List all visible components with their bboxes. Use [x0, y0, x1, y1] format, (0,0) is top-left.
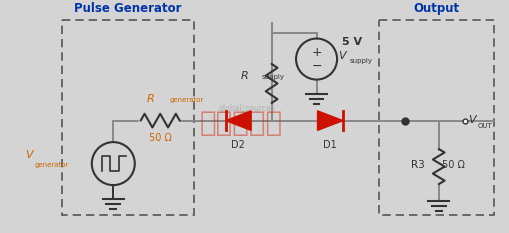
Text: R3: R3 [411, 160, 424, 170]
Text: D1: D1 [323, 140, 336, 150]
Text: 50 Ω: 50 Ω [149, 133, 172, 143]
Text: D2: D2 [231, 140, 245, 150]
Text: R: R [146, 94, 154, 104]
Text: supply: supply [261, 74, 285, 80]
Text: −: − [310, 60, 321, 73]
Text: 50 Ω: 50 Ω [441, 160, 464, 170]
Text: 电工程专辑: 电工程专辑 [199, 109, 282, 137]
Polygon shape [225, 111, 250, 130]
Bar [378, 20, 493, 216]
Text: generator: generator [35, 162, 69, 168]
Text: 5 V: 5 V [342, 38, 361, 48]
Text: generator: generator [169, 97, 204, 103]
Text: +: + [310, 46, 321, 59]
Text: Output: Output [413, 2, 459, 15]
Text: V: V [25, 150, 33, 160]
Text: V: V [467, 115, 475, 125]
Text: R: R [240, 71, 248, 81]
Bar [63, 20, 194, 216]
Text: Pulse Generator: Pulse Generator [74, 2, 181, 15]
Text: V: V [337, 51, 345, 61]
Text: OUT: OUT [477, 123, 492, 129]
Text: global◊sources: global◊sources [218, 104, 275, 113]
Text: supply: supply [349, 58, 372, 64]
Polygon shape [317, 111, 342, 130]
